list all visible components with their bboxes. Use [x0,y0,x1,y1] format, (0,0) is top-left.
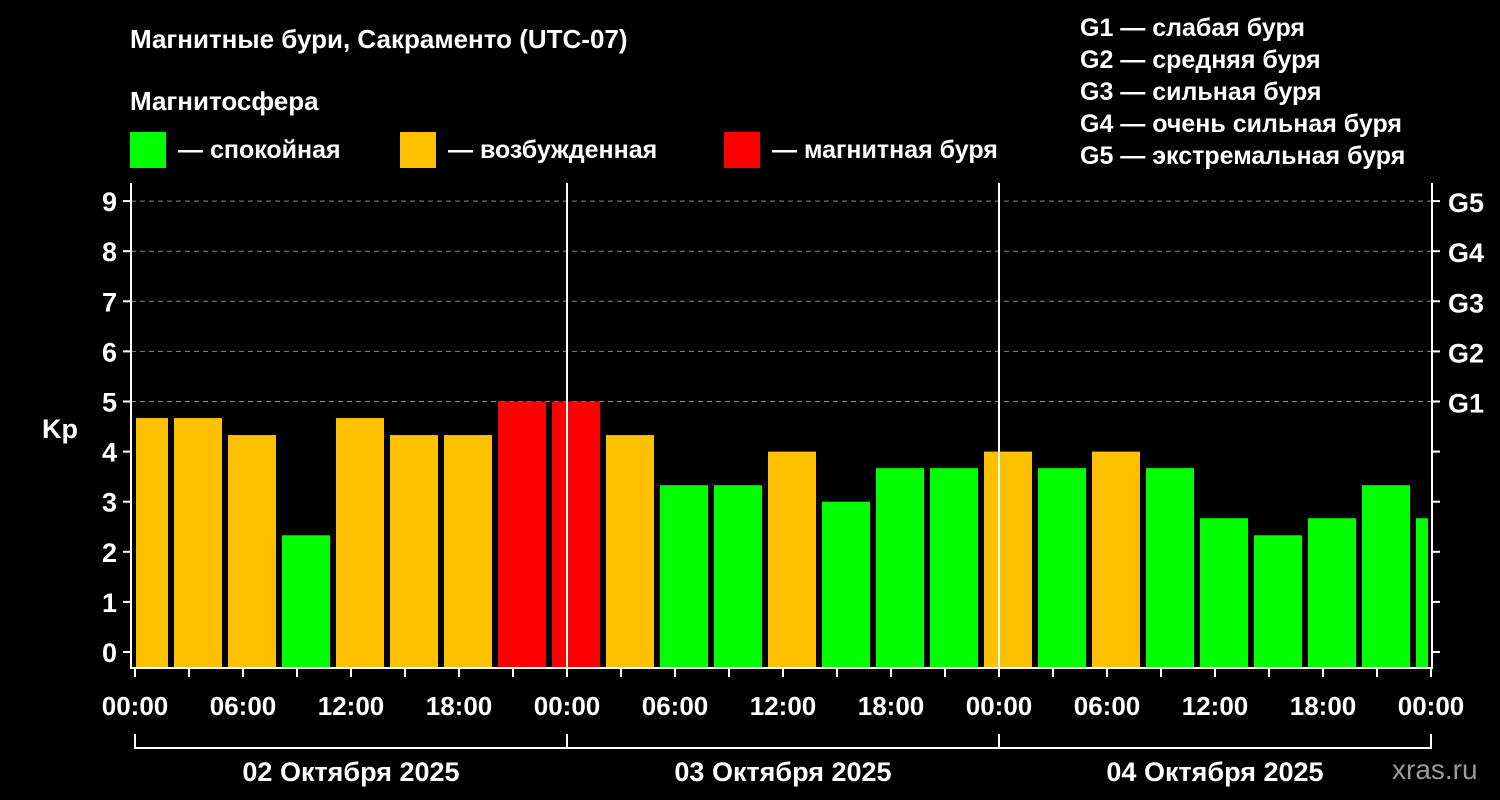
kp-bar [174,418,222,668]
day-label: 03 Октября 2025 [674,757,891,787]
y-tick-label: 9 [102,187,117,217]
y-tick-label: 1 [102,588,117,618]
kp-bar [136,418,168,668]
y-tick-label: 5 [102,388,117,418]
kp-bar [1038,468,1086,668]
g-scale-g1: G1 — слабая буря [1080,14,1306,42]
kp-bar [228,435,276,668]
kp-bar [1092,451,1140,668]
x-tick-label: 06:00 [1074,691,1141,721]
legend-swatch-quiet [130,132,166,168]
g-scale-g4: G4 — очень сильная буря [1080,110,1402,138]
y-axis-label: Kp [42,414,78,444]
kp-bar [336,418,384,668]
g-scale-g2: G2 — средняя буря [1080,46,1321,74]
legend-swatch-storm [724,132,760,168]
kp-bar [1308,518,1356,668]
y-tick-label: 8 [102,237,117,267]
legend-swatch-excited [400,132,436,168]
x-tick-label: 12:00 [318,691,385,721]
kp-bar [984,451,1032,668]
x-tick-label: 12:00 [750,691,817,721]
kp-bar [606,435,654,668]
day-label: 02 Октября 2025 [242,757,459,787]
kp-bar [822,501,870,668]
g-level-label: G1 [1448,389,1484,419]
x-tick-label: 06:00 [642,691,709,721]
kp-bar [768,451,816,668]
legend-label-excited: — возбужденная [448,136,658,164]
kp-bar [444,435,492,668]
g-level-label: G3 [1448,288,1484,318]
day-label: 04 Октября 2025 [1106,757,1323,787]
kp-bar [1254,535,1302,668]
x-tick-label: 18:00 [426,691,493,721]
x-tick-label: 00:00 [1398,691,1465,721]
legend-heading: Магнитосфера [130,86,319,116]
x-tick-label: 18:00 [1290,691,1357,721]
x-tick-label: 00:00 [534,691,601,721]
kp-bar [1200,518,1248,668]
kp-bar [390,435,438,668]
legend-label-quiet: — спокойная [178,136,341,164]
kp-bar [876,468,924,668]
chart-title: Магнитные бури, Сакраменто (UTC-07) [130,24,628,54]
kp-bar [1362,485,1410,668]
kp-bar [714,485,762,668]
x-tick-label: 00:00 [102,691,169,721]
kp-bar [552,401,600,668]
y-tick-label: 4 [102,438,117,468]
x-tick-label: 12:00 [1182,691,1249,721]
kp-bar [282,535,330,668]
kp-bar [1146,468,1194,668]
legend-label-storm: — магнитная буря [772,136,998,164]
watermark: xras.ru [1392,754,1478,785]
x-tick-label: 18:00 [858,691,925,721]
y-tick-label: 0 [102,638,117,668]
g-level-label: G5 [1448,188,1484,218]
y-tick-label: 3 [102,488,117,518]
kp-bar [660,485,708,668]
g-scale-g3: G3 — сильная буря [1080,78,1322,106]
y-tick-label: 6 [102,337,117,367]
y-tick-label: 7 [102,287,117,317]
x-tick-label: 00:00 [966,691,1033,721]
y-tick-label: 2 [102,538,117,568]
x-tick-label: 06:00 [210,691,277,721]
kp-bar [930,468,978,668]
g-level-label: G2 [1448,338,1484,368]
g-scale-g5: G5 — экстремальная буря [1080,142,1406,170]
g-level-label: G4 [1448,238,1484,268]
kp-bar [498,401,546,668]
kp-bar [1416,518,1428,668]
